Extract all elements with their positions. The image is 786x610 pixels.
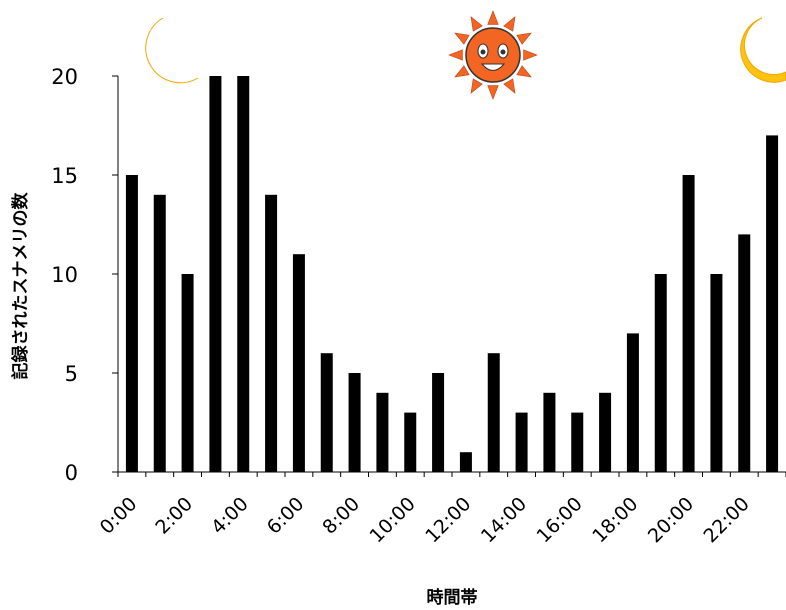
bar [181, 274, 194, 472]
y-tick-label: 5 [65, 362, 78, 386]
bar [404, 412, 417, 472]
bar [209, 76, 222, 472]
x-tick-label: 0:00 [96, 493, 142, 539]
y-tick-label: 15 [51, 164, 78, 188]
x-tick-label: 4:00 [207, 493, 253, 539]
y-tick-label: 20 [51, 65, 78, 89]
bar [376, 392, 389, 472]
x-tick-label: 6:00 [263, 493, 309, 539]
x-tick-label: 12:00 [421, 493, 475, 547]
x-tick-label: 8:00 [318, 493, 364, 539]
bar [682, 175, 695, 472]
crescent-moon-icon [145, 17, 199, 84]
bar [125, 175, 138, 472]
y-tick-label: 0 [65, 461, 78, 485]
x-tick-label: 18:00 [588, 493, 642, 547]
bar [766, 135, 779, 472]
x-tick-label: 20:00 [644, 493, 698, 547]
x-tick-label: 16:00 [533, 493, 587, 547]
bar [515, 412, 528, 472]
bar [710, 274, 723, 472]
bar [348, 373, 361, 472]
x-tick-label: 22:00 [700, 493, 754, 547]
x-tick-label: 14:00 [477, 493, 531, 547]
bar [432, 373, 445, 472]
bar [738, 234, 751, 472]
bar [292, 254, 305, 472]
bar [626, 333, 639, 472]
bar [599, 392, 612, 472]
smiling-sun-icon [448, 10, 538, 100]
x-tick-label: 2:00 [151, 493, 197, 539]
y-axis-title: 記録されたスナメリの数 [10, 192, 31, 380]
bar [654, 274, 667, 472]
bar [543, 392, 556, 472]
y-tick-label: 10 [51, 263, 78, 287]
bar [459, 452, 472, 472]
x-axis-title: 時間帯 [427, 587, 478, 608]
bar [265, 194, 278, 473]
bar [153, 194, 166, 473]
bar [487, 353, 500, 472]
crescent-moon-icon [740, 17, 786, 83]
bar [571, 412, 584, 472]
bar [237, 76, 250, 472]
bar [320, 353, 333, 472]
x-tick-label: 10:00 [366, 493, 420, 547]
